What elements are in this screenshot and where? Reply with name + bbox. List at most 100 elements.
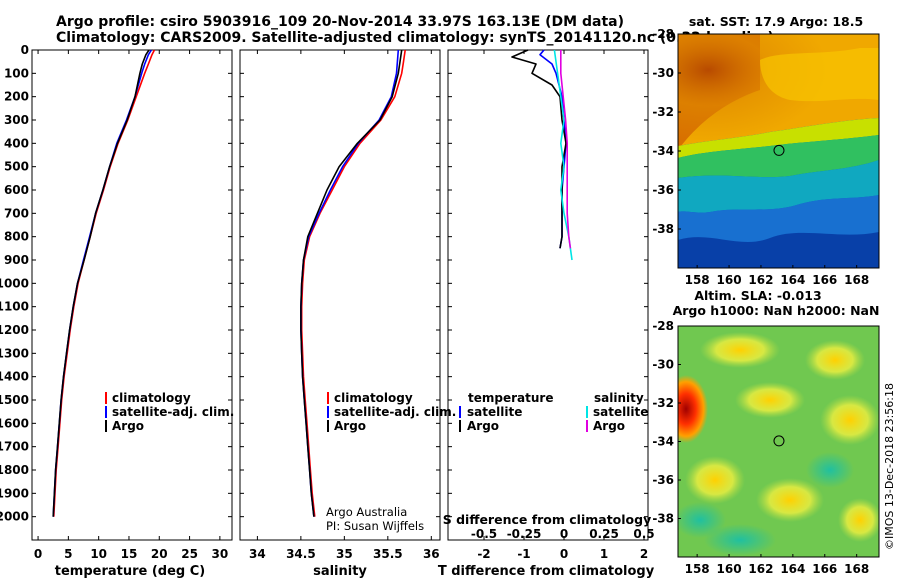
x-tick-label: 36 (423, 547, 440, 561)
series-line-argo (300, 49, 403, 517)
legend-label-climatology: climatology (334, 391, 413, 405)
x-tick-label: 1 (600, 547, 608, 561)
map-y-tick-label: -32 (652, 105, 674, 119)
map-y-tick-label: -36 (652, 183, 674, 197)
difference-x-label: T difference from climatology (438, 564, 655, 579)
imos-timestamp: ©IMOS 13-Dec-2018 23:56:18 (883, 383, 896, 550)
legend-title-salinity: salinity (594, 391, 644, 405)
depth-tick-label: 300 (4, 113, 29, 127)
legend-label-sal-satellite: satellite (593, 405, 648, 419)
x-tick-label: 20 (151, 547, 168, 561)
depth-tick-label: 0 (21, 43, 29, 57)
depth-tick-label: 800 (4, 230, 29, 244)
map-y-tick-label: -34 (652, 144, 674, 158)
credit-line2: PI: Susan Wijffels (326, 519, 424, 533)
depth-tick-label: 1100 (0, 300, 29, 314)
legend-label-satellite: satellite-adj. clim. (112, 405, 234, 419)
sla-map-x-axis: 158 160 162 164 166 168 (685, 554, 869, 576)
temperature-plot-frame (31, 49, 233, 541)
map-y-tick-label: -36 (652, 473, 674, 487)
depth-tick-label: 1400 (0, 370, 29, 384)
sst-map-x-axis: 158 160 162 164 166 168 (685, 265, 869, 287)
depth-axis: 0 100 200 300 400 500 600 700 800 900 1000 1100 1200… (0, 43, 648, 524)
temperature-x-label: temperature (deg C) (55, 564, 205, 579)
salinity-plot-frame (239, 49, 441, 541)
difference-x-axis: -2 -1 0 1 2 (477, 50, 648, 561)
legend-label-temp-argo: Argo (467, 419, 499, 433)
salinity-x-axis: 34 34.5 35 35.5 36 (249, 50, 440, 561)
credit-line1: Argo Australia (326, 505, 407, 519)
difference-top-x-label: S difference from climatology (443, 512, 652, 527)
legend-title-temperature: temperature (468, 391, 553, 405)
temperature-x-axis: 0 5 10 15 20 25 30 (34, 50, 228, 561)
x-tick-label: 10 (90, 547, 107, 561)
salinity-legend: climatology satellite-adj. clim. Argo (327, 391, 456, 433)
map-x-tick-label: 160 (717, 562, 742, 576)
legend-label-argo: Argo (334, 419, 366, 433)
sst-map-y-axis: -28 -30 -32 -34 -36 -38 (652, 27, 681, 236)
salinity-difference-x-axis: -0.5 -0.25 0 0.25 0.5 (471, 527, 655, 541)
map-x-tick-label: 162 (748, 273, 773, 287)
map-x-tick-label: 166 (812, 273, 837, 287)
map-y-tick-label: -34 (652, 435, 674, 449)
sst-map-image (678, 34, 879, 268)
series-line-temperature-argo (511, 49, 567, 249)
legend-label-temp-satellite: satellite (467, 405, 522, 419)
legend-label-sal-argo: Argo (593, 419, 625, 433)
legend-label-argo: Argo (112, 419, 144, 433)
depth-tick-label: 2000 (0, 510, 29, 524)
temperature-series (52, 49, 156, 517)
depth-tick-label: 1900 (0, 486, 29, 500)
map-y-tick-label: -30 (652, 358, 674, 372)
map-y-tick-label: -28 (652, 27, 674, 41)
x-tick-label: -2 (477, 547, 490, 561)
series-line-salinity-satellite (553, 49, 573, 261)
difference-series (511, 49, 573, 261)
map-x-tick-label: 168 (844, 273, 869, 287)
depth-tick-label: 600 (4, 183, 29, 197)
sla-argo-location-marker (773, 435, 785, 447)
depth-tick-label: 100 (4, 66, 29, 80)
x-tick-label: 34 (249, 547, 266, 561)
x-tick-label: 2 (640, 547, 648, 561)
x-tick-label: 30 (212, 547, 229, 561)
depth-tick-label: 700 (4, 206, 29, 220)
sla-map-title-line2: Argo h1000: NaN h2000: NaN (673, 303, 880, 318)
map-y-tick-label: -38 (652, 512, 674, 526)
map-x-tick-label: 160 (717, 273, 742, 287)
x-tick-label: 35.5 (373, 547, 403, 561)
depth-tick-label: 900 (4, 253, 29, 267)
x-tick-label: 35 (336, 547, 353, 561)
depth-tick-label: 500 (4, 160, 29, 174)
depth-tick-label: 1800 (0, 463, 29, 477)
top-x-tick-label: -0.5 (471, 527, 497, 541)
x-tick-label: 25 (181, 547, 198, 561)
map-x-tick-label: 164 (780, 562, 805, 576)
depth-tick-label: 400 (4, 136, 29, 150)
sla-map-y-axis: -28 -30 -32 -34 -36 -38 (652, 319, 681, 526)
temperature-legend: climatology satellite-adj. clim. Argo (105, 391, 234, 433)
depth-tick-label: 1200 (0, 323, 29, 337)
sst-map-title: sat. SST: 17.9 Argo: 18.5 (689, 14, 863, 29)
depth-tick-label: 1000 (0, 276, 29, 290)
depth-tick-label: 200 (4, 90, 29, 104)
series-line-climatology (300, 49, 406, 517)
sla-map-image (678, 326, 879, 557)
map-y-tick-label: -32 (652, 396, 674, 410)
legend-label-climatology: climatology (112, 391, 191, 405)
difference-plot-frame (447, 49, 649, 541)
top-x-tick-label: -0.25 (507, 527, 542, 541)
map-x-tick-label: 166 (812, 562, 837, 576)
map-x-tick-label: 164 (780, 273, 805, 287)
difference-legend: temperature satellite Argo salinity sate… (459, 391, 648, 433)
map-y-tick-label: -28 (652, 319, 674, 333)
map-x-tick-label: 168 (844, 562, 869, 576)
x-tick-label: 15 (121, 547, 138, 561)
series-line-argo (52, 49, 150, 517)
depth-tick-label: 1700 (0, 440, 29, 454)
depth-tick-label: 1300 (0, 346, 29, 360)
depth-tick-label: 1500 (0, 393, 29, 407)
x-tick-label: 34.5 (286, 547, 316, 561)
x-tick-label: 5 (64, 547, 72, 561)
